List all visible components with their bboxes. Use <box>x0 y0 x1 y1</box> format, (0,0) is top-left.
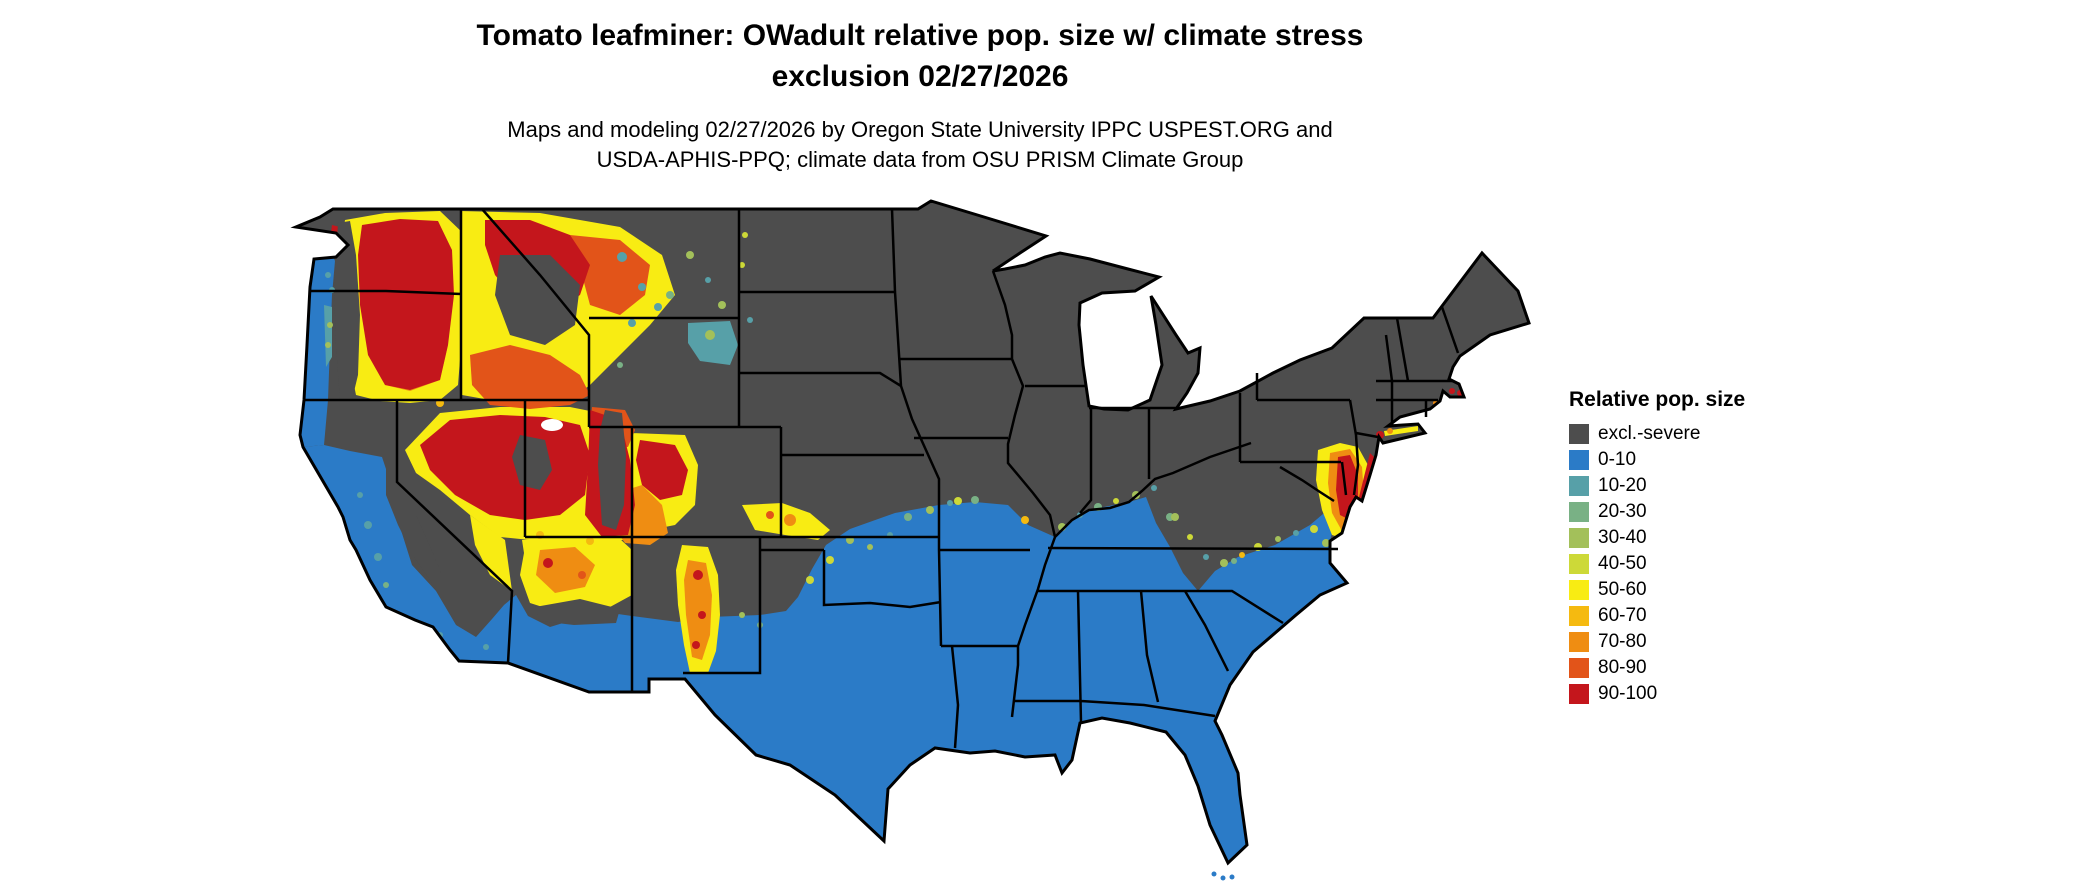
legend-item-40-50: 40-50 <box>1569 553 1849 574</box>
region-vegas-yellow <box>470 515 512 591</box>
legend-label-30-40: 30-40 <box>1598 527 1647 548</box>
legend-item-50-60: 50-60 <box>1569 579 1849 600</box>
map-subtitle: Maps and modeling 02/27/2026 by Oregon S… <box>290 115 1550 174</box>
legend-swatch-10-20 <box>1569 476 1589 496</box>
legend-label-60-70: 60-70 <box>1598 605 1647 626</box>
florida-keys <box>1211 871 1235 881</box>
region-nv-red <box>420 415 590 520</box>
legend-label-70-80: 70-80 <box>1598 631 1647 652</box>
legend-item-excl-severe: excl.-severe <box>1569 423 1849 444</box>
region-centralnv-gray <box>512 435 552 490</box>
map-subtitle-line2: USDA-APHIS-PPQ; climate data from OSU PR… <box>596 146 1244 172</box>
region-longisland-yellow <box>1384 426 1418 436</box>
legend-item-90-100: 90-100 <box>1569 683 1849 704</box>
region-snakeplain-red <box>470 345 590 409</box>
region-mt-redorange <box>570 235 650 315</box>
region-nm-orange <box>684 560 712 660</box>
legend-item-30-40: 30-40 <box>1569 527 1849 548</box>
legend-swatch-20-30 <box>1569 502 1589 522</box>
region-sierra-gray <box>386 463 442 583</box>
region-pnw-coast-blue <box>296 227 348 447</box>
legend-label-50-60: 50-60 <box>1598 579 1647 600</box>
legend-item-20-30: 20-30 <box>1569 501 1849 522</box>
map-title-line2: exclusion 02/27/2026 <box>771 59 1069 93</box>
us-map-container <box>290 195 1550 892</box>
region-wco-red <box>636 440 688 500</box>
legend-title: Relative pop. size <box>1569 388 1746 411</box>
legend: Relative pop. size excl.-severe 0-10 10-… <box>1569 388 1849 710</box>
region-centralid-gray <box>495 255 580 345</box>
region-az-orange <box>536 547 595 593</box>
map-title: Tomato leafminer: OWadult relative pop. … <box>290 16 1550 97</box>
region-wasatch-gray <box>598 410 626 530</box>
legend-swatch-70-80 <box>1569 632 1589 652</box>
state-borders <box>304 208 1460 749</box>
legend-label-20-30: 20-30 <box>1598 501 1647 522</box>
legend-swatch-0-10 <box>1569 450 1589 470</box>
legend-label-80-90: 80-90 <box>1598 657 1647 678</box>
legend-item-0-10: 0-10 <box>1569 449 1849 470</box>
legend-label-40-50: 40-50 <box>1598 553 1647 574</box>
legend-label-90-100: 90-100 <box>1598 683 1658 704</box>
legend-item-10-20: 10-20 <box>1569 475 1849 496</box>
map-raster <box>296 211 1463 863</box>
legend-swatch-50-60 <box>1569 580 1589 600</box>
legend-swatch-60-70 <box>1569 606 1589 626</box>
legend-swatch-40-50 <box>1569 554 1589 574</box>
region-cascades-gray <box>334 221 360 400</box>
legend-swatch-excl-severe <box>1569 424 1589 444</box>
speckles-10-20 <box>324 252 1335 650</box>
map-header: Tomato leafminer: OWadult relative pop. … <box>290 16 1550 174</box>
region-mogollon-gray <box>535 599 620 625</box>
legend-item-70-80: 70-80 <box>1569 631 1849 652</box>
region-south-blue <box>303 445 1347 863</box>
region-columbia-basin-red <box>358 219 454 390</box>
legend-swatch-30-40 <box>1569 528 1589 548</box>
legend-swatch-80-90 <box>1569 658 1589 678</box>
great-salt-lake <box>541 419 563 431</box>
legend-label-excl-severe: excl.-severe <box>1598 423 1701 444</box>
us-map <box>294 199 1531 881</box>
legend-item-60-70: 60-70 <box>1569 605 1849 626</box>
map-subtitle-line1: Maps and modeling 02/27/2026 by Oregon S… <box>507 117 1333 142</box>
map-title-line1: Tomato leafminer: OWadult relative pop. … <box>476 19 1364 52</box>
speckles-40-50 <box>739 232 1318 584</box>
legend-item-80-90: 80-90 <box>1569 657 1849 678</box>
legend-label-0-10: 0-10 <box>1598 449 1637 470</box>
raster-excluded-mountains <box>334 221 626 625</box>
legend-label-10-20: 10-20 <box>1598 475 1647 496</box>
legend-swatch-90-100 <box>1569 684 1589 704</box>
